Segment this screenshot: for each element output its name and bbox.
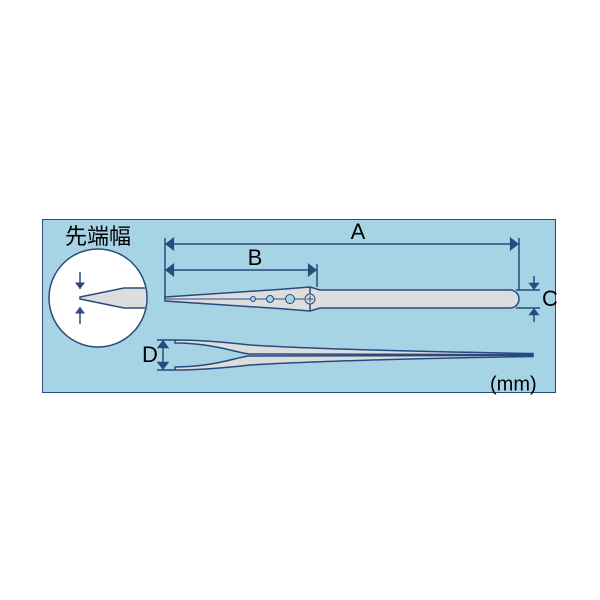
dim-B-label: B xyxy=(248,245,263,271)
dim-A-label: A xyxy=(351,219,366,245)
unit-label: (mm) xyxy=(490,374,537,397)
diagram-canvas: A B C D 先端幅 (mm) xyxy=(0,0,600,600)
tweezers-side-arm xyxy=(175,340,533,355)
dim-C-label: C xyxy=(542,286,558,312)
tweezers-side-arm xyxy=(175,355,533,370)
tip-width-label: 先端幅 xyxy=(65,219,131,251)
linework xyxy=(0,0,600,600)
dim-D-label: D xyxy=(142,342,158,368)
